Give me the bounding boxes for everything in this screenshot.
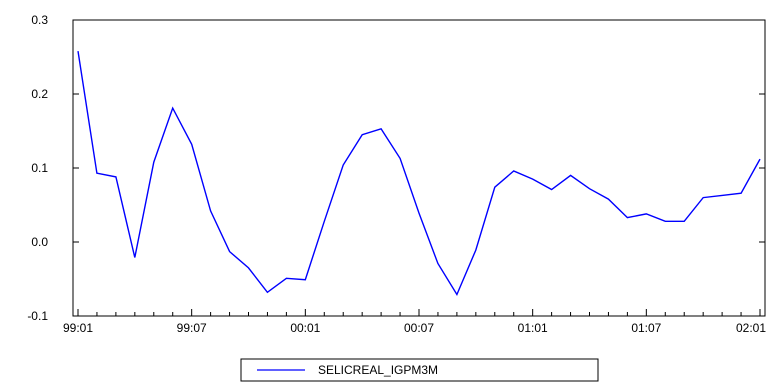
plot-area — [72, 19, 766, 317]
x-tick-label: 01:07 — [631, 321, 661, 335]
y-tick-label: 0.1 — [31, 161, 48, 175]
y-tick-label: 0.0 — [31, 235, 48, 249]
x-tick-label: 01:01 — [518, 321, 548, 335]
legend-box — [240, 358, 599, 382]
series-layer — [77, 50, 761, 297]
x-tick-label: 02:01 — [736, 321, 766, 335]
y-tick-label: 0.3 — [31, 13, 48, 27]
x-tick-label: 99:07 — [177, 321, 207, 335]
y-axis: -0.1 0.0 0.1 0.2 0.3 — [27, 13, 765, 323]
legend-label: SELICREAL_IGPM3M — [318, 363, 438, 377]
x-tick-label: 99:01 — [63, 321, 93, 335]
series-line — [77, 50, 761, 297]
y-tick-label: 0.2 — [31, 87, 48, 101]
y-tick-label: -0.1 — [27, 309, 48, 323]
x-tick-label: 00:01 — [290, 321, 320, 335]
legend: SELICREAL_IGPM3M — [240, 358, 599, 382]
x-tick-label: 00:07 — [404, 321, 434, 335]
x-axis: 99:01 99:07 00:01 00:07 01:01 01:07 02:01 — [63, 309, 766, 335]
